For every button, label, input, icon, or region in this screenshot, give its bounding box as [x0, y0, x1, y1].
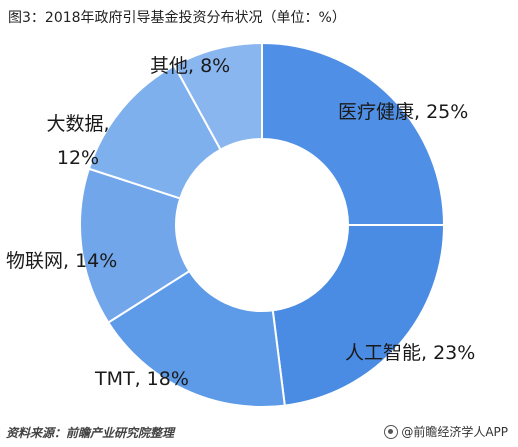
- brand-logo-icon: [384, 424, 399, 439]
- slice-label-5: 其他, 8%: [150, 55, 230, 77]
- slice-5: [172, 41, 263, 151]
- brand-text: @前瞻经济学人APP: [401, 425, 508, 439]
- brand-mark: @前瞻经济学人APP: [384, 423, 508, 440]
- slice-label-0: 医疗健康, 25%: [338, 101, 468, 123]
- slice-0: [261, 41, 446, 226]
- source-text: 资料来源：前瞻产业研究院整理: [6, 426, 175, 440]
- slice-1: [271, 224, 446, 407]
- chart-title: 图3：2018年政府引导基金投资分布状况（单位：%）: [8, 10, 346, 26]
- slice-label-2: TMT, 18%: [94, 368, 189, 390]
- slice-label-3: 物联网, 14%: [6, 250, 117, 272]
- slice-2: [106, 269, 286, 408]
- slice-label-1: 人工智能, 23%: [345, 342, 475, 364]
- slice-label-4: 大数据, 12%: [46, 113, 109, 169]
- slice-3: [79, 167, 191, 324]
